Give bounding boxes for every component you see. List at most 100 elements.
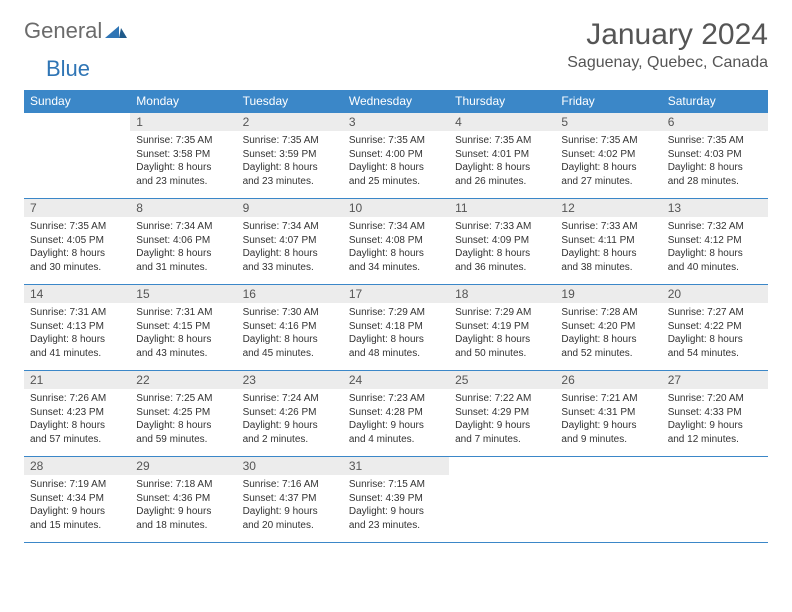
day-details: Sunrise: 7:35 AMSunset: 4:05 PMDaylight:… <box>24 217 130 278</box>
day-number <box>24 113 130 131</box>
sunset-text: Sunset: 4:06 PM <box>136 234 230 248</box>
calendar-cell: 15Sunrise: 7:31 AMSunset: 4:15 PMDayligh… <box>130 285 236 371</box>
sunset-text: Sunset: 3:59 PM <box>243 148 337 162</box>
calendar-cell: 10Sunrise: 7:34 AMSunset: 4:08 PMDayligh… <box>343 199 449 285</box>
day-details: Sunrise: 7:35 AMSunset: 4:03 PMDaylight:… <box>662 131 768 192</box>
logo-text-1: General <box>24 18 102 44</box>
day-number: 5 <box>555 113 661 131</box>
day-details: Sunrise: 7:23 AMSunset: 4:28 PMDaylight:… <box>343 389 449 450</box>
calendar-cell: 31Sunrise: 7:15 AMSunset: 4:39 PMDayligh… <box>343 457 449 543</box>
day-details: Sunrise: 7:35 AMSunset: 4:02 PMDaylight:… <box>555 131 661 192</box>
sunrise-text: Sunrise: 7:33 AM <box>455 220 549 234</box>
sunrise-text: Sunrise: 7:30 AM <box>243 306 337 320</box>
sunset-text: Sunset: 4:36 PM <box>136 492 230 506</box>
daylight-text: Daylight: 8 hours and 26 minutes. <box>455 161 549 188</box>
dayname: Tuesday <box>237 90 343 113</box>
day-number: 21 <box>24 371 130 389</box>
daylight-text: Daylight: 8 hours and 30 minutes. <box>30 247 124 274</box>
calendar-cell: 25Sunrise: 7:22 AMSunset: 4:29 PMDayligh… <box>449 371 555 457</box>
day-details: Sunrise: 7:31 AMSunset: 4:13 PMDaylight:… <box>24 303 130 364</box>
sunset-text: Sunset: 4:15 PM <box>136 320 230 334</box>
sunset-text: Sunset: 4:29 PM <box>455 406 549 420</box>
day-details: Sunrise: 7:15 AMSunset: 4:39 PMDaylight:… <box>343 475 449 536</box>
sunrise-text: Sunrise: 7:35 AM <box>561 134 655 148</box>
day-number: 8 <box>130 199 236 217</box>
daylight-text: Daylight: 9 hours and 15 minutes. <box>30 505 124 532</box>
day-details: Sunrise: 7:21 AMSunset: 4:31 PMDaylight:… <box>555 389 661 450</box>
dayname: Saturday <box>662 90 768 113</box>
day-number: 27 <box>662 371 768 389</box>
sunrise-text: Sunrise: 7:24 AM <box>243 392 337 406</box>
sunrise-text: Sunrise: 7:35 AM <box>349 134 443 148</box>
daylight-text: Daylight: 9 hours and 18 minutes. <box>136 505 230 532</box>
calendar-cell: 13Sunrise: 7:32 AMSunset: 4:12 PMDayligh… <box>662 199 768 285</box>
calendar-row: 21Sunrise: 7:26 AMSunset: 4:23 PMDayligh… <box>24 371 768 457</box>
daylight-text: Daylight: 9 hours and 20 minutes. <box>243 505 337 532</box>
logo-text-2: Blue <box>46 56 90 82</box>
day-details: Sunrise: 7:35 AMSunset: 3:58 PMDaylight:… <box>130 131 236 192</box>
day-number: 30 <box>237 457 343 475</box>
daylight-text: Daylight: 8 hours and 43 minutes. <box>136 333 230 360</box>
calendar-cell: 7Sunrise: 7:35 AMSunset: 4:05 PMDaylight… <box>24 199 130 285</box>
day-details: Sunrise: 7:33 AMSunset: 4:11 PMDaylight:… <box>555 217 661 278</box>
sunset-text: Sunset: 4:13 PM <box>30 320 124 334</box>
day-number: 3 <box>343 113 449 131</box>
sunset-text: Sunset: 4:16 PM <box>243 320 337 334</box>
sunrise-text: Sunrise: 7:35 AM <box>455 134 549 148</box>
calendar-row: 1Sunrise: 7:35 AMSunset: 3:58 PMDaylight… <box>24 113 768 199</box>
sunset-text: Sunset: 3:58 PM <box>136 148 230 162</box>
daylight-text: Daylight: 8 hours and 36 minutes. <box>455 247 549 274</box>
daylight-text: Daylight: 8 hours and 40 minutes. <box>668 247 762 274</box>
sunset-text: Sunset: 4:09 PM <box>455 234 549 248</box>
day-number: 11 <box>449 199 555 217</box>
calendar-cell: 28Sunrise: 7:19 AMSunset: 4:34 PMDayligh… <box>24 457 130 543</box>
day-number: 13 <box>662 199 768 217</box>
calendar-cell: 21Sunrise: 7:26 AMSunset: 4:23 PMDayligh… <box>24 371 130 457</box>
daylight-text: Daylight: 8 hours and 59 minutes. <box>136 419 230 446</box>
daylight-text: Daylight: 8 hours and 31 minutes. <box>136 247 230 274</box>
sunrise-text: Sunrise: 7:35 AM <box>30 220 124 234</box>
calendar-cell <box>555 457 661 543</box>
sunset-text: Sunset: 4:02 PM <box>561 148 655 162</box>
sunrise-text: Sunrise: 7:22 AM <box>455 392 549 406</box>
daylight-text: Daylight: 8 hours and 41 minutes. <box>30 333 124 360</box>
daylight-text: Daylight: 8 hours and 34 minutes. <box>349 247 443 274</box>
calendar-cell: 4Sunrise: 7:35 AMSunset: 4:01 PMDaylight… <box>449 113 555 199</box>
day-details: Sunrise: 7:35 AMSunset: 4:01 PMDaylight:… <box>449 131 555 192</box>
day-details: Sunrise: 7:30 AMSunset: 4:16 PMDaylight:… <box>237 303 343 364</box>
sunrise-text: Sunrise: 7:31 AM <box>136 306 230 320</box>
day-details: Sunrise: 7:32 AMSunset: 4:12 PMDaylight:… <box>662 217 768 278</box>
day-number: 31 <box>343 457 449 475</box>
calendar-cell: 24Sunrise: 7:23 AMSunset: 4:28 PMDayligh… <box>343 371 449 457</box>
calendar-row: 7Sunrise: 7:35 AMSunset: 4:05 PMDaylight… <box>24 199 768 285</box>
sunrise-text: Sunrise: 7:34 AM <box>136 220 230 234</box>
logo: General <box>24 18 127 44</box>
day-number: 16 <box>237 285 343 303</box>
calendar-cell: 20Sunrise: 7:27 AMSunset: 4:22 PMDayligh… <box>662 285 768 371</box>
day-details: Sunrise: 7:29 AMSunset: 4:19 PMDaylight:… <box>449 303 555 364</box>
calendar-row: 14Sunrise: 7:31 AMSunset: 4:13 PMDayligh… <box>24 285 768 371</box>
sunrise-text: Sunrise: 7:16 AM <box>243 478 337 492</box>
day-number: 19 <box>555 285 661 303</box>
day-number: 10 <box>343 199 449 217</box>
logo-mark-icon <box>105 18 127 44</box>
day-details: Sunrise: 7:19 AMSunset: 4:34 PMDaylight:… <box>24 475 130 536</box>
sunset-text: Sunset: 4:00 PM <box>349 148 443 162</box>
sunset-text: Sunset: 4:03 PM <box>668 148 762 162</box>
sunset-text: Sunset: 4:01 PM <box>455 148 549 162</box>
dayname: Thursday <box>449 90 555 113</box>
day-details: Sunrise: 7:26 AMSunset: 4:23 PMDaylight:… <box>24 389 130 450</box>
calendar-cell: 19Sunrise: 7:28 AMSunset: 4:20 PMDayligh… <box>555 285 661 371</box>
day-number: 9 <box>237 199 343 217</box>
day-details: Sunrise: 7:34 AMSunset: 4:08 PMDaylight:… <box>343 217 449 278</box>
sunrise-text: Sunrise: 7:21 AM <box>561 392 655 406</box>
sunset-text: Sunset: 4:19 PM <box>455 320 549 334</box>
day-details: Sunrise: 7:28 AMSunset: 4:20 PMDaylight:… <box>555 303 661 364</box>
day-number: 23 <box>237 371 343 389</box>
sunset-text: Sunset: 4:20 PM <box>561 320 655 334</box>
calendar-cell: 3Sunrise: 7:35 AMSunset: 4:00 PMDaylight… <box>343 113 449 199</box>
sunset-text: Sunset: 4:34 PM <box>30 492 124 506</box>
sunrise-text: Sunrise: 7:34 AM <box>349 220 443 234</box>
calendar-cell: 9Sunrise: 7:34 AMSunset: 4:07 PMDaylight… <box>237 199 343 285</box>
day-details: Sunrise: 7:35 AMSunset: 4:00 PMDaylight:… <box>343 131 449 192</box>
